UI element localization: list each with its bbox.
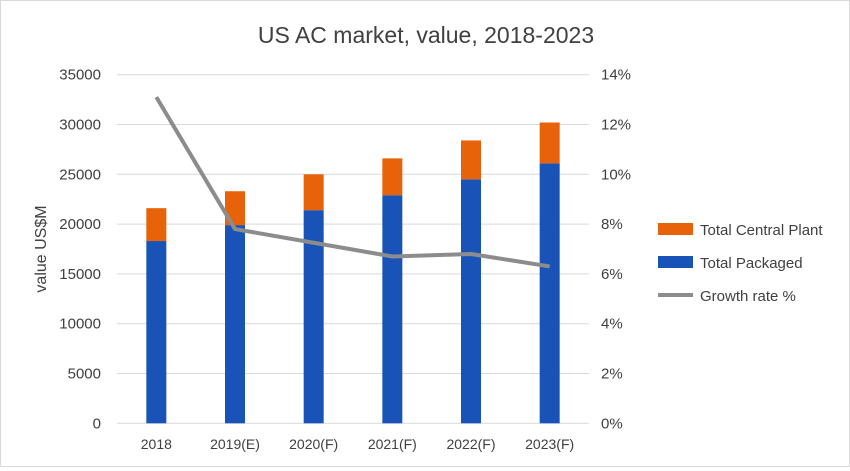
y2-tick-label: 0% — [601, 415, 623, 432]
bar-total-central-plant — [304, 174, 324, 210]
x-tick-label: 2023(F) — [525, 436, 574, 452]
bar-total-central-plant — [382, 158, 402, 195]
y-tick-label: 0 — [93, 415, 101, 432]
y2-tick-label: 6% — [601, 266, 623, 283]
legend-label: Total Central Plant — [700, 222, 823, 239]
x-tick-label: 2019(E) — [210, 436, 260, 452]
y-tick-label: 30000 — [59, 117, 101, 134]
y2-tick-label: 12% — [601, 117, 631, 134]
bar-total-central-plant — [461, 140, 481, 179]
bar-total-packaged — [540, 163, 560, 423]
y-tick-label: 35000 — [59, 67, 101, 84]
legend-label: Total Packaged — [700, 255, 803, 272]
bar-total-packaged — [461, 179, 481, 423]
y2-tick-label: 4% — [601, 316, 623, 333]
chart-title: US AC market, value, 2018-2023 — [258, 22, 594, 48]
bar-total-central-plant — [146, 208, 166, 241]
y2-tick-label: 10% — [601, 166, 631, 183]
x-tick-label: 2021(F) — [368, 436, 417, 452]
bar-total-central-plant — [540, 123, 560, 164]
y2-tick-label: 8% — [601, 216, 623, 233]
x-tick-label: 2018 — [141, 436, 172, 452]
y-tick-label: 5000 — [68, 366, 101, 383]
x-tick-label: 2020(F) — [289, 436, 338, 452]
x-tick-label: 2022(F) — [446, 436, 495, 452]
legend-swatch — [658, 223, 693, 235]
legend-label: Growth rate % — [700, 288, 796, 305]
bar-total-packaged — [382, 195, 402, 423]
y2-tick-label: 14% — [601, 67, 631, 84]
y-tick-label: 20000 — [59, 216, 101, 233]
bar-total-packaged — [225, 225, 245, 423]
bar-total-packaged — [146, 241, 166, 423]
legend-swatch — [658, 256, 693, 268]
growth-rate-line — [156, 97, 549, 266]
y-tick-label: 15000 — [59, 266, 101, 283]
y-axis-label: value US$M — [33, 205, 50, 292]
y2-tick-label: 2% — [601, 366, 623, 383]
y-tick-label: 25000 — [59, 166, 101, 183]
y-tick-label: 10000 — [59, 316, 101, 333]
